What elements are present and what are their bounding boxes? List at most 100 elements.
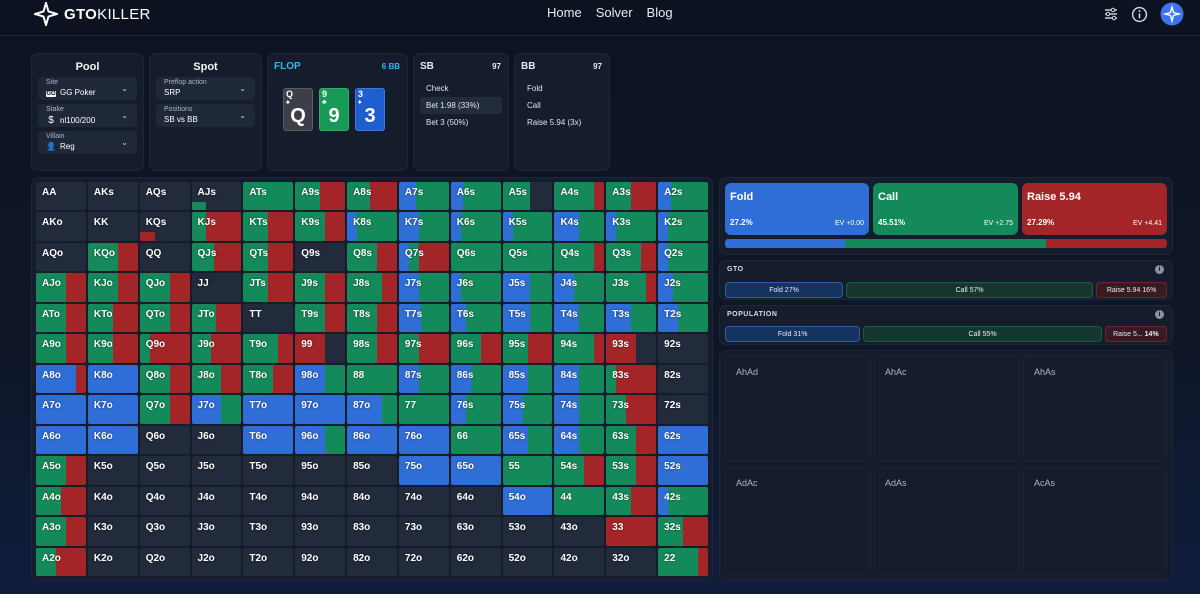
hand-cell[interactable]: A7o <box>36 395 86 424</box>
hand-cell[interactable]: J9o <box>191 334 242 363</box>
combo-tile[interactable]: AhAd <box>725 356 871 462</box>
hand-cell[interactable]: AQo <box>36 242 86 272</box>
hand-cell[interactable]: 32o <box>606 547 657 576</box>
hand-cell[interactable]: 52s <box>658 456 708 485</box>
hand-cell[interactable]: 93o <box>295 517 346 546</box>
hand-cell[interactable]: 87o <box>347 395 397 424</box>
hand-cell[interactable]: K5o <box>87 456 138 485</box>
hand-cell[interactable]: AA <box>36 182 86 211</box>
hand-cell[interactable]: 98o <box>295 364 346 394</box>
hand-cell[interactable]: A9o <box>36 334 86 363</box>
hand-cell[interactable]: QJs <box>191 242 242 272</box>
board-card-queen-spades[interactable]: Q ♠ Q <box>283 88 313 131</box>
hand-cell[interactable]: J8o <box>191 364 242 394</box>
hand-cell[interactable]: J7o <box>191 395 242 424</box>
combo-tile[interactable]: AdAs <box>874 467 1020 575</box>
gto-info-icon[interactable]: i <box>1155 265 1164 274</box>
hand-cell[interactable]: K9o <box>87 334 138 363</box>
hand-cell[interactable]: 76o <box>398 425 449 455</box>
hand-cell[interactable]: 43s <box>606 486 657 516</box>
hand-cell[interactable]: J6o <box>191 425 242 455</box>
hand-cell[interactable]: 54o <box>502 486 553 516</box>
hand-cell[interactable]: A7s <box>398 182 449 211</box>
hand-cell[interactable]: K9s <box>295 212 346 241</box>
hand-cell[interactable]: J7s <box>398 273 449 302</box>
hand-cell[interactable]: T5o <box>243 456 294 485</box>
hand-cell[interactable]: T9s <box>295 303 346 333</box>
hand-cell[interactable]: 77 <box>398 395 449 424</box>
hand-cell[interactable]: 63s <box>606 425 657 455</box>
hand-cell[interactable]: Q5o <box>139 456 190 485</box>
hand-cell[interactable]: 74s <box>554 395 605 424</box>
hand-cell[interactable]: Q3o <box>139 517 190 546</box>
hand-cell[interactable]: 63o <box>450 517 501 546</box>
hand-cell[interactable]: Q7s <box>398 242 449 272</box>
combo-tile[interactable]: AcAs <box>1023 467 1167 575</box>
sb-action-bet-33[interactable]: Bet 1.98 (33%) <box>420 97 502 114</box>
hand-cell[interactable]: Q3s <box>606 242 657 272</box>
hand-cell[interactable]: Q7o <box>139 395 190 424</box>
hand-cell[interactable]: 87s <box>398 364 449 394</box>
info-icon[interactable] <box>1131 6 1148 23</box>
hand-cell[interactable]: A2s <box>658 182 708 211</box>
hand-cell[interactable]: A3o <box>36 517 86 546</box>
hand-cell[interactable]: J2o <box>191 547 242 576</box>
hand-cell[interactable]: 53o <box>502 517 553 546</box>
hand-cell[interactable]: 75o <box>398 456 449 485</box>
fold-action-box[interactable]: Fold 27.2% EV +0.00 <box>725 183 869 235</box>
hand-cell[interactable]: 94o <box>295 486 346 516</box>
hand-cell[interactable]: A2o <box>36 547 86 576</box>
hand-cell[interactable]: A6o <box>36 425 86 455</box>
hand-cell[interactable]: T7o <box>243 395 294 424</box>
sb-action-bet-50[interactable]: Bet 3 (50%) <box>426 118 469 127</box>
hand-cell[interactable]: A5o <box>36 456 86 485</box>
hand-cell[interactable]: 42s <box>658 486 708 516</box>
hand-cell[interactable]: 74o <box>398 486 449 516</box>
hand-cell[interactable]: 95o <box>295 456 346 485</box>
hand-cell[interactable]: J6s <box>450 273 501 302</box>
hand-cell[interactable]: QQ <box>139 242 190 272</box>
hand-cell[interactable]: AKs <box>87 182 138 211</box>
hand-cell[interactable]: 85s <box>502 364 553 394</box>
call-action-box[interactable]: Call 45.51% EV +2.75 <box>873 183 1018 235</box>
hand-cell[interactable]: 75s <box>502 395 553 424</box>
hand-cell[interactable]: K6o <box>87 425 138 455</box>
hand-cell[interactable]: 32s <box>658 517 708 546</box>
hand-cell[interactable]: T8o <box>243 364 294 394</box>
hand-cell[interactable]: 64o <box>450 486 501 516</box>
hand-cell[interactable]: 83o <box>347 517 397 546</box>
hand-cell[interactable]: QTs <box>243 242 294 272</box>
hand-cell[interactable]: A5s <box>502 182 553 211</box>
hand-cell[interactable]: T7s <box>398 303 449 333</box>
hand-cell[interactable]: K4o <box>87 486 138 516</box>
hand-cell[interactable]: QJo <box>139 273 190 302</box>
hand-cell[interactable]: 52o <box>502 547 553 576</box>
hand-cell[interactable]: K7o <box>87 395 138 424</box>
hand-cell[interactable]: KTo <box>87 303 138 333</box>
hand-cell[interactable]: K8s <box>347 212 397 241</box>
positions-select[interactable]: Positions SB vs BB ⌄ <box>156 104 255 127</box>
nav-home-link[interactable]: Home <box>547 5 582 20</box>
hand-cell[interactable]: Q6s <box>450 242 501 272</box>
hand-cell[interactable]: 62o <box>450 547 501 576</box>
hand-cell[interactable]: T6o <box>243 425 294 455</box>
hand-cell[interactable]: 53s <box>606 456 657 485</box>
hand-cell[interactable]: 33 <box>606 517 657 546</box>
hand-cell[interactable]: 65s <box>502 425 553 455</box>
raise-action-box[interactable]: Raise 5.94 27.29% EV +4.41 <box>1022 183 1167 235</box>
hand-cell[interactable]: K4s <box>554 212 605 241</box>
hand-cell[interactable]: KQs <box>139 212 190 241</box>
hand-cell[interactable]: T3o <box>243 517 294 546</box>
hand-cell[interactable]: TT <box>243 303 294 333</box>
hand-cell[interactable]: 98s <box>347 334 397 363</box>
hand-cell[interactable]: K2s <box>658 212 708 241</box>
hand-cell[interactable]: 84s <box>554 364 605 394</box>
hand-cell[interactable]: 76s <box>450 395 501 424</box>
hand-cell[interactable]: T5s <box>502 303 553 333</box>
combo-tile[interactable]: AhAs <box>1023 356 1167 462</box>
hand-cell[interactable]: J8s <box>347 273 397 302</box>
hand-cell[interactable]: 62s <box>658 425 708 455</box>
hand-cell[interactable]: 82s <box>658 364 708 394</box>
hand-cell[interactable]: Q6o <box>139 425 190 455</box>
site-select[interactable]: Site GG GG Poker ⌄ <box>38 77 137 100</box>
